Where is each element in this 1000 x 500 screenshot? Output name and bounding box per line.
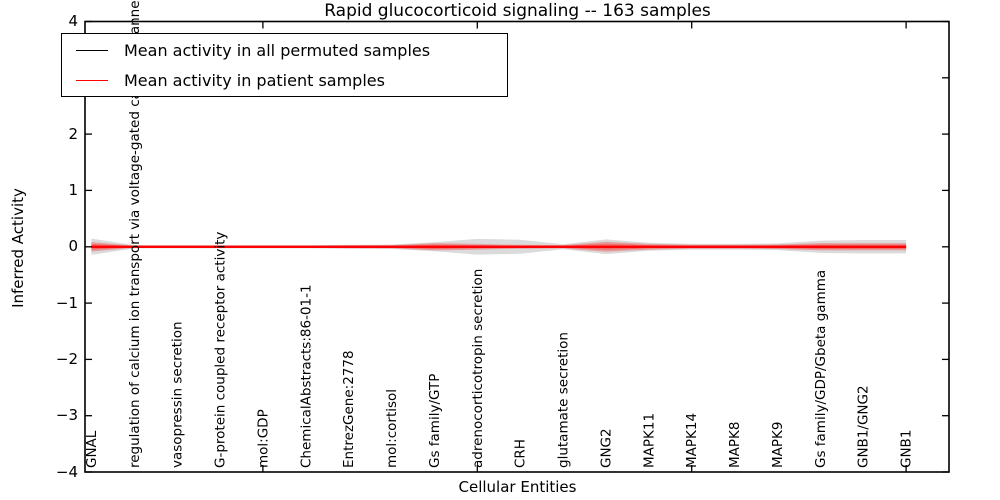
x-tick-label: MAPK11 [641, 413, 657, 468]
chart-title: Rapid glucocorticoid signaling -- 163 sa… [324, 1, 711, 21]
x-tick-label: GNAL [84, 430, 100, 468]
y-tick-label: 1 [68, 180, 78, 199]
permuted-line-swatch-icon [76, 50, 108, 51]
y-tick-label: 4 [68, 12, 78, 30]
x-tick-label: EntrezGene:2778 [341, 350, 357, 468]
y-tick-label: 0 [68, 237, 78, 256]
x-tick-label: GNG2 [599, 428, 615, 468]
legend-label-patient: Mean activity in patient samples [124, 71, 385, 90]
x-tick-label: regulation of calcium ion transport via … [127, 0, 143, 468]
x-tick-label: mol:cortisol [384, 389, 400, 468]
x-tick-label: adrenocorticotropin secretion [470, 269, 486, 468]
x-tick-label: MAPK8 [727, 422, 743, 468]
x-tick-label: glutamate secretion [556, 332, 572, 468]
x-tick-label: Gs family/GDP/Gbeta gamma [813, 270, 829, 468]
x-tick-label: MAPK14 [684, 413, 700, 468]
y-tick-label: −3 [55, 406, 78, 425]
x-tick-label: ChemicalAbstracts:86-01-1 [298, 284, 314, 468]
patient-line-swatch-icon [76, 80, 108, 81]
x-tick-label: MAPK9 [770, 422, 786, 468]
x-axis-label: Cellular Entities [458, 478, 577, 496]
x-tick-label: CRH [513, 439, 529, 468]
x-tick-label: mol:GDP [255, 409, 271, 468]
legend: Mean activity in all permuted samples Me… [61, 33, 508, 97]
y-tick-label: −1 [55, 293, 78, 312]
legend-item-permuted: Mean activity in all permuted samples [62, 37, 507, 64]
legend-item-patient: Mean activity in patient samples [62, 67, 507, 94]
x-tick-label: GNB1/GNG2 [856, 385, 872, 468]
x-tick-label: Gs family/GTP [427, 374, 443, 468]
y-tick-label: −2 [55, 349, 78, 368]
legend-label-permuted: Mean activity in all permuted samples [124, 41, 431, 60]
x-tick-label: GNB1 [899, 430, 915, 468]
y-tick-label: −4 [55, 462, 78, 481]
x-tick-label: G-protein coupled receptor activity [213, 232, 229, 468]
y-axis-label: Inferred Activity [9, 188, 27, 308]
x-tick-label: vasopressin secretion [170, 321, 186, 468]
y-tick-label: 2 [68, 124, 78, 143]
